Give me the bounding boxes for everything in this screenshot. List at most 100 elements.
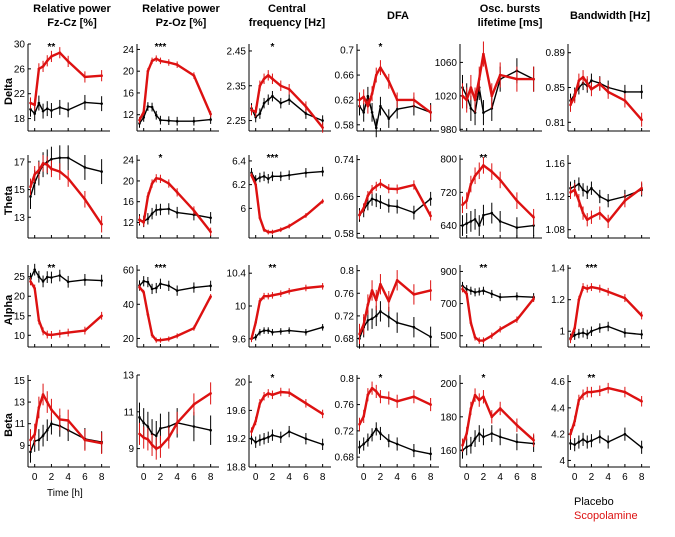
series-scopolamine — [29, 383, 103, 455]
panel-delta-obl: 980 1020 1060 — [435, 41, 542, 136]
data-point — [254, 440, 257, 444]
data-point — [159, 177, 162, 181]
y-tick-label: 13 — [14, 213, 26, 224]
series-line-placebo — [138, 280, 211, 292]
data-point — [366, 303, 370, 306]
data-point — [379, 432, 382, 435]
data-point — [321, 199, 324, 203]
data-point — [287, 289, 291, 293]
data-point — [33, 268, 36, 271]
column-title: Fz-Cz [%] — [47, 17, 97, 29]
significance-marker: ** — [588, 373, 596, 384]
data-point — [465, 222, 468, 225]
legend-placebo: Placebo — [574, 496, 614, 508]
y-tick-label: 13 — [14, 398, 26, 409]
y-tick-label: 6.2 — [232, 180, 246, 191]
data-point — [58, 274, 62, 277]
data-point — [50, 408, 53, 411]
data-point — [58, 332, 62, 336]
data-point — [623, 199, 627, 202]
data-point — [150, 212, 154, 215]
data-point — [482, 52, 485, 56]
y-tick-label: 15 — [14, 311, 26, 322]
data-point — [374, 427, 378, 431]
data-point — [45, 107, 49, 110]
y-tick-label: 700 — [440, 299, 457, 310]
significance-marker: * — [378, 373, 382, 384]
data-point — [304, 437, 308, 440]
data-point — [387, 396, 391, 400]
data-point — [66, 331, 70, 334]
y-tick-label: 30 — [14, 40, 26, 51]
data-point — [279, 435, 283, 439]
y-tick-label: 25 — [14, 272, 26, 283]
data-point — [598, 195, 602, 198]
data-point — [142, 436, 145, 439]
data-point — [175, 191, 179, 194]
data-point — [573, 419, 576, 423]
data-point — [159, 338, 162, 342]
data-point — [287, 87, 291, 91]
panel-theta-dfa: 0.58 0.66 0.74 — [335, 155, 439, 240]
data-point — [482, 339, 485, 342]
significance-marker: ** — [269, 263, 277, 274]
data-point — [154, 113, 158, 117]
x-tick-label: 6 — [303, 472, 309, 483]
data-point — [304, 330, 308, 334]
panel-alpha-bw: 1 1.2 1.4 *** — [551, 263, 650, 348]
data-point — [254, 321, 257, 324]
series-line-placebo — [570, 433, 643, 448]
data-point — [175, 211, 179, 214]
data-point — [175, 63, 179, 66]
data-point — [374, 126, 378, 130]
y-tick-label: 19.6 — [227, 406, 247, 417]
column-title: Relative power — [142, 3, 220, 15]
data-point — [287, 173, 291, 177]
series-line-placebo — [570, 183, 642, 202]
panel-beta-cf: 18.8 19.2 19.6 20 0 2 4 6 8 * — [227, 373, 331, 483]
y-tick-label: 180 — [440, 412, 457, 423]
data-point — [50, 167, 53, 171]
data-point — [573, 188, 576, 192]
x-tick-label: 8 — [639, 472, 645, 483]
series-placebo — [358, 422, 432, 461]
data-point — [209, 112, 212, 116]
data-point — [150, 105, 154, 109]
row-title: Theta — [3, 185, 15, 215]
column-title: Pz-Oz [%] — [156, 17, 207, 29]
data-point — [623, 90, 627, 94]
data-point — [154, 208, 158, 212]
data-point — [146, 425, 150, 428]
data-point — [606, 199, 610, 202]
data-point — [209, 118, 212, 121]
y-tick-label: 17 — [14, 157, 26, 168]
data-point — [590, 329, 593, 333]
data-point — [640, 186, 643, 190]
data-point — [33, 287, 36, 290]
series-scopolamine — [569, 181, 643, 229]
series-line-scopolamine — [29, 280, 103, 337]
data-point — [29, 195, 32, 198]
series-line-placebo — [138, 416, 211, 437]
data-point — [358, 422, 361, 426]
data-point — [573, 94, 576, 98]
series-line-scopolamine — [461, 393, 535, 446]
series-line-placebo — [139, 208, 211, 223]
series-scopolamine — [461, 157, 535, 226]
data-point — [250, 437, 253, 440]
data-point — [262, 175, 266, 178]
data-point — [429, 403, 432, 406]
data-point — [395, 399, 399, 403]
y-tick-label: 10 — [235, 302, 247, 313]
data-point — [83, 329, 87, 332]
data-point — [287, 329, 291, 332]
x-tick-label: 6 — [82, 472, 88, 483]
y-tick-label: 200 — [440, 379, 457, 390]
series-line-placebo — [462, 432, 534, 451]
series-placebo — [461, 281, 535, 302]
data-point — [581, 331, 585, 335]
data-point — [321, 119, 324, 122]
y-tick-label: 16 — [123, 88, 135, 99]
x-tick-label: 0 — [361, 472, 367, 483]
